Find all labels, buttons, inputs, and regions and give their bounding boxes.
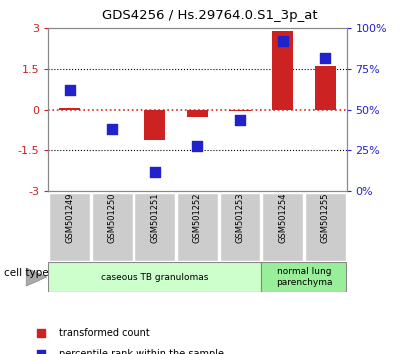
Bar [49, 193, 90, 261]
Point [279, 39, 286, 44]
Bar [229, 110, 251, 111]
Text: GSM501253: GSM501253 [236, 193, 244, 243]
Bar [305, 193, 346, 261]
Point [109, 126, 116, 132]
Bar [187, 110, 208, 116]
Bar [59, 108, 80, 110]
Point [66, 87, 73, 93]
Bar [261, 262, 346, 292]
Point [236, 117, 243, 122]
Text: GSM501250: GSM501250 [108, 193, 117, 243]
Bar [134, 193, 175, 261]
Text: GSM501249: GSM501249 [65, 193, 74, 243]
Text: percentile rank within the sample: percentile rank within the sample [59, 349, 223, 354]
Point [274, 262, 281, 267]
Bar [315, 66, 336, 110]
Text: GSM501251: GSM501251 [150, 193, 159, 243]
Bar [262, 193, 303, 261]
Bar [144, 110, 165, 139]
Text: caseous TB granulomas: caseous TB granulomas [101, 273, 208, 281]
Text: normal lung
parenchyma: normal lung parenchyma [276, 267, 332, 287]
Point [194, 143, 201, 148]
Text: GSM501254: GSM501254 [278, 193, 287, 243]
Bar [177, 193, 218, 261]
Text: cell type: cell type [4, 268, 49, 279]
Text: transformed count: transformed count [59, 328, 150, 338]
Polygon shape [26, 268, 47, 286]
Point [152, 169, 158, 175]
Point [274, 68, 281, 74]
Text: GSM501252: GSM501252 [193, 193, 202, 243]
Bar [92, 193, 133, 261]
Bar [220, 193, 260, 261]
Bar [272, 31, 293, 110]
Bar [48, 262, 261, 292]
Point [322, 55, 328, 61]
Text: GSM501255: GSM501255 [321, 193, 330, 243]
Text: GDS4256 / Hs.29764.0.S1_3p_at: GDS4256 / Hs.29764.0.S1_3p_at [102, 9, 318, 22]
